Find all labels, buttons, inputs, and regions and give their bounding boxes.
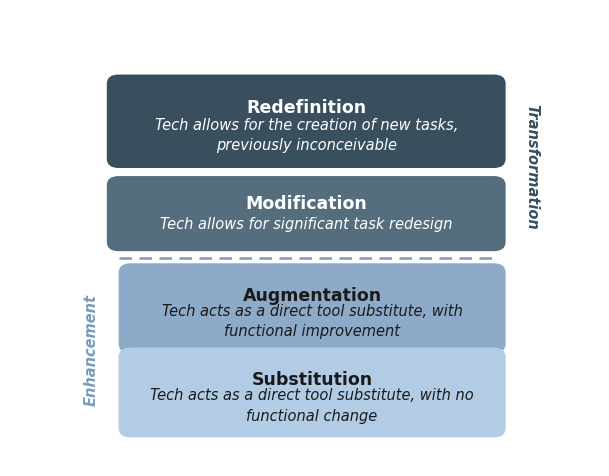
FancyBboxPatch shape (119, 263, 505, 353)
Text: Substitution: Substitution (252, 371, 373, 389)
Text: Tech allows for the creation of new tasks,
previously inconceivable: Tech allows for the creation of new task… (155, 118, 458, 153)
FancyBboxPatch shape (119, 347, 505, 437)
Text: Tech acts as a direct tool substitute, with
functional improvement: Tech acts as a direct tool substitute, w… (161, 304, 463, 339)
Text: Transformation: Transformation (524, 104, 539, 230)
Text: Redefinition: Redefinition (246, 99, 366, 118)
Text: Modification: Modification (245, 195, 367, 213)
Text: Tech acts as a direct tool substitute, with no
functional change: Tech acts as a direct tool substitute, w… (150, 388, 474, 424)
Text: Enhancement: Enhancement (83, 294, 99, 407)
Text: Tech allows for significant task redesign: Tech allows for significant task redesig… (160, 217, 452, 232)
FancyBboxPatch shape (107, 75, 505, 168)
FancyBboxPatch shape (107, 176, 505, 251)
Text: Augmentation: Augmentation (242, 287, 382, 305)
